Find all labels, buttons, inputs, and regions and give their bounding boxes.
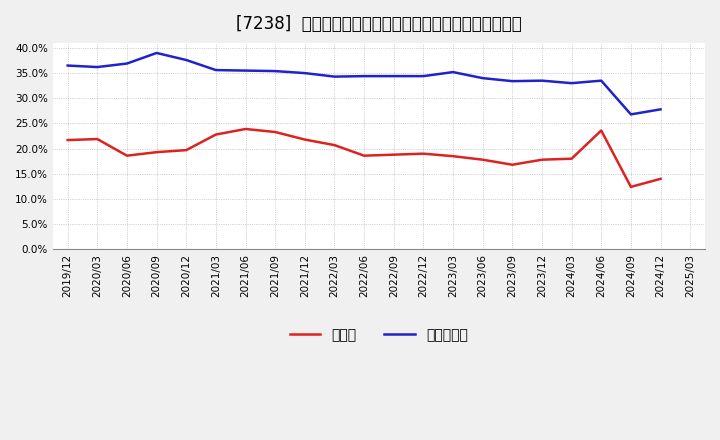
有利子負債	[597, 78, 606, 83]
現預金	[93, 136, 102, 142]
現預金	[212, 132, 220, 137]
現預金	[656, 176, 665, 181]
現預金	[538, 157, 546, 162]
現預金	[122, 153, 131, 158]
現預金	[330, 143, 339, 148]
有利子負債	[330, 74, 339, 79]
有利子負債	[390, 73, 398, 79]
有利子負債	[360, 73, 369, 79]
有利子負債	[153, 50, 161, 55]
現預金	[300, 137, 309, 142]
現預金	[567, 156, 576, 161]
現預金	[271, 129, 279, 135]
有利子負債	[478, 76, 487, 81]
有利子負債	[122, 61, 131, 66]
現預金	[360, 153, 369, 158]
有利子負債	[241, 68, 250, 73]
現預金	[153, 150, 161, 155]
有利子負債	[300, 70, 309, 76]
Legend: 現預金, 有利子負債: 現預金, 有利子負債	[284, 323, 474, 348]
有利子負債	[419, 73, 428, 79]
Line: 有利子負債: 有利子負債	[68, 53, 660, 114]
現預金	[63, 137, 72, 143]
有利子負債	[271, 69, 279, 74]
有利子負債	[63, 63, 72, 68]
現預金	[597, 128, 606, 133]
現預金	[508, 162, 517, 167]
現預金	[182, 147, 191, 153]
有利子負債	[538, 78, 546, 83]
有利子負債	[93, 64, 102, 70]
現預金	[241, 126, 250, 132]
有利子負債	[508, 78, 517, 84]
有利子負債	[656, 107, 665, 112]
有利子負債	[212, 67, 220, 73]
現預金	[478, 157, 487, 162]
現預金	[390, 152, 398, 158]
現預金	[449, 154, 457, 159]
有利子負債	[567, 81, 576, 86]
有利子負債	[182, 57, 191, 62]
現預金	[626, 184, 635, 190]
現預金	[419, 151, 428, 156]
有利子負債	[449, 70, 457, 75]
有利子負債	[626, 112, 635, 117]
Line: 現預金: 現預金	[68, 129, 660, 187]
Title: [7238]  現預金、有利子負債の総資産に対する比率の推移: [7238] 現預金、有利子負債の総資産に対する比率の推移	[236, 15, 522, 33]
